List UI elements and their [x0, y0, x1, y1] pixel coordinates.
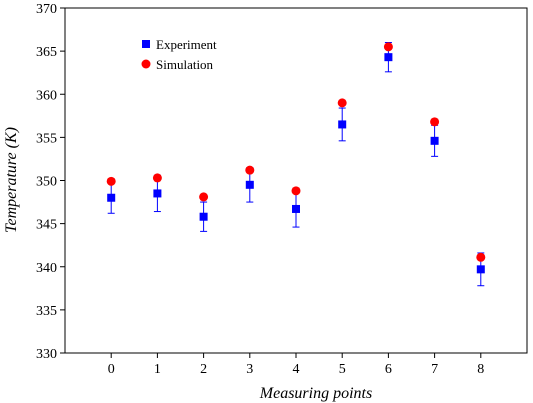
x-axis-label: Measuring points — [259, 385, 372, 402]
experiment-point — [338, 120, 347, 129]
legend-marker-simulation — [141, 59, 151, 69]
experiment-point — [476, 265, 485, 274]
plot-border — [64, 7, 528, 354]
simulation-point — [476, 252, 486, 262]
x-tick-label: 2 — [200, 362, 207, 377]
simulation-point — [337, 98, 347, 108]
y-tick-label: 370 — [36, 2, 57, 17]
y-axis-label: Temperature (K) — [3, 127, 20, 233]
y-tick-label: 335 — [36, 304, 57, 319]
x-axis: 0 1 2 3 4 5 6 7 8 — [108, 353, 484, 377]
experiment-point — [430, 136, 439, 145]
y-tick-label: 345 — [36, 218, 57, 233]
plot-frame — [64, 7, 528, 354]
data-series — [106, 42, 486, 274]
simulation-point — [245, 165, 255, 175]
experiment-point — [292, 204, 300, 213]
simulation-point — [199, 192, 209, 202]
simulation-point — [106, 176, 116, 186]
simulation-point — [291, 186, 301, 196]
y-axis: 330 335 340 345 350 355 360 365 370 — [36, 2, 65, 362]
legend-label-experiment: Experiment — [156, 37, 217, 52]
error-bars — [107, 42, 485, 287]
x-tick-label: 0 — [108, 362, 115, 377]
simulation-point — [152, 173, 162, 183]
simulation-point — [430, 117, 440, 127]
y-tick-label: 340 — [36, 261, 57, 276]
x-tick-label: 7 — [431, 362, 438, 377]
experiment-point — [384, 53, 393, 62]
y-tick-label: 365 — [36, 45, 57, 60]
y-tick-label: 355 — [36, 131, 57, 146]
x-tick-label: 5 — [339, 362, 346, 377]
simulation-point — [383, 42, 393, 52]
legend-marker-experiment — [142, 40, 150, 48]
experiment-point — [153, 189, 162, 198]
legend: Experiment Simulation — [141, 37, 217, 72]
experiment-point — [199, 212, 208, 221]
y-tick-label: 350 — [36, 175, 57, 190]
experiment-point — [245, 180, 254, 189]
experiment-point — [107, 193, 116, 202]
x-tick-label: 4 — [293, 362, 300, 377]
x-tick-label: 6 — [385, 362, 392, 377]
y-tick-label: 330 — [36, 347, 57, 362]
x-tick-label: 1 — [154, 362, 161, 377]
x-tick-label: 3 — [246, 362, 253, 377]
x-tick-label: 8 — [477, 362, 484, 377]
legend-label-simulation: Simulation — [156, 57, 214, 72]
y-tick-label: 360 — [36, 88, 57, 103]
